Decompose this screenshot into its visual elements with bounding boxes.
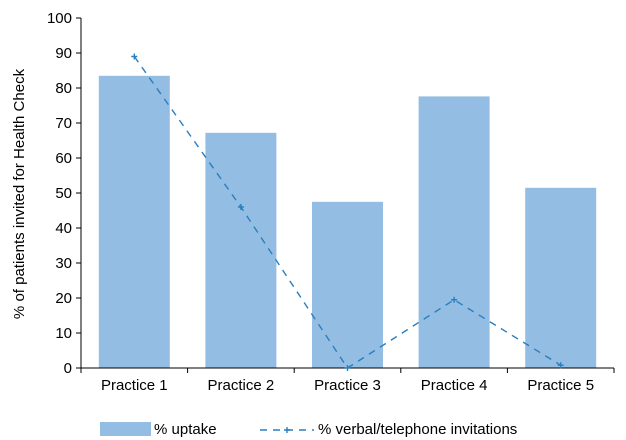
- legend-marker-invitations: [284, 427, 290, 433]
- y-axis-label: % of patients invited for Health Check: [11, 68, 28, 319]
- x-tick-label: Practice 3: [314, 377, 381, 394]
- legend-label-uptake: % uptake: [154, 421, 217, 438]
- bar-3: [312, 201, 383, 369]
- x-tick-label: Practice 5: [527, 377, 594, 394]
- y-ticks: 0 10 20 30 40 50 60 70 80 90 100: [47, 10, 81, 377]
- y-tick-label: 0: [64, 360, 72, 377]
- y-tick-label: 80: [55, 80, 72, 97]
- invitations-point-4: [451, 296, 458, 303]
- invitations-point-5: [557, 362, 564, 369]
- x-tick-label: Practice 4: [421, 377, 488, 394]
- invitations-point-1: [131, 53, 138, 60]
- x-tick-label: Practice 2: [208, 377, 275, 394]
- bar-2: [205, 132, 277, 368]
- x-ticks: Practice 1 Practice 2 Practice 3 Practice 4…: [80, 368, 615, 394]
- invitations-line: [131, 53, 564, 371]
- bar-4: [418, 96, 490, 369]
- y-tick-label: 40: [55, 220, 72, 237]
- bar-1: [98, 75, 170, 369]
- bars: [98, 75, 597, 369]
- legend-label-invitations: % verbal/telephone invitations: [318, 421, 517, 438]
- x-tick-label: Practice 1: [101, 377, 168, 394]
- y-tick-label: 70: [55, 115, 72, 132]
- y-tick-label: 20: [55, 290, 72, 307]
- invitations-point-2: [237, 204, 244, 210]
- invitations-point-3: [344, 365, 351, 371]
- legend: % uptake % verbal/telephone invitations: [100, 421, 517, 438]
- y-tick-label: 100: [47, 10, 72, 27]
- y-tick-label: 50: [55, 185, 72, 202]
- y-tick-label: 30: [55, 255, 72, 272]
- y-tick-label: 60: [55, 150, 72, 167]
- legend-swatch-uptake: [100, 422, 151, 436]
- y-tick-label: 90: [55, 45, 72, 62]
- y-tick-label: 10: [55, 325, 72, 342]
- bar-5: [525, 187, 597, 369]
